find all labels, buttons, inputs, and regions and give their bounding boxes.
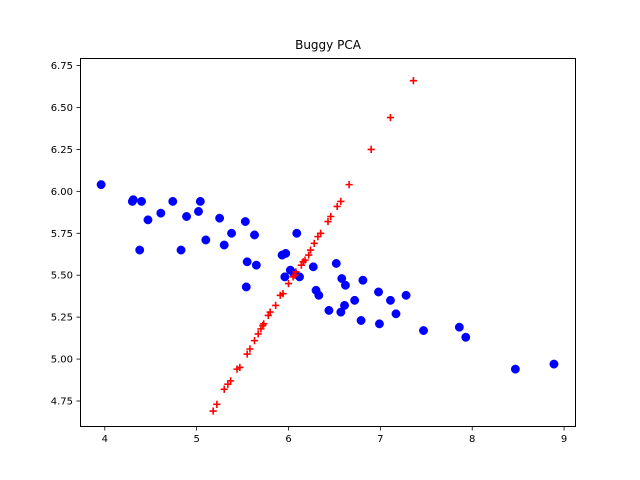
x-tick-label: 9 xyxy=(561,434,567,445)
data-point xyxy=(324,305,334,315)
projected-point xyxy=(317,229,325,237)
projected-point xyxy=(337,197,345,206)
data-point xyxy=(331,259,341,268)
data-point xyxy=(143,215,153,225)
data-point xyxy=(401,290,411,300)
projected-point xyxy=(260,320,268,328)
projected-point xyxy=(266,308,274,316)
data-point xyxy=(137,196,146,206)
projected-point xyxy=(279,290,287,298)
projected-point xyxy=(367,145,375,154)
y-axis: 4.75 5.00 5.25 5.50 5.75 6.00 6.25 6.50 6.75 xyxy=(51,61,80,408)
projected-point xyxy=(324,217,332,226)
x-tick-label: 5 xyxy=(193,434,199,445)
data-point xyxy=(96,180,106,190)
data-point xyxy=(242,257,252,267)
projected-point xyxy=(220,385,228,393)
projected-point xyxy=(246,345,254,353)
projected-point xyxy=(243,350,251,358)
data-point xyxy=(340,300,349,310)
projected-point xyxy=(254,330,262,338)
data-point xyxy=(250,230,259,240)
x-tick-label: 6 xyxy=(285,434,291,445)
projected-point xyxy=(301,256,309,264)
data-point xyxy=(356,316,366,325)
y-tick-label: 5.75 xyxy=(51,229,73,240)
x-tick-label: 7 xyxy=(377,434,383,445)
data-point xyxy=(314,290,324,300)
projected-point xyxy=(310,239,318,247)
data-point xyxy=(128,195,138,205)
projected-point xyxy=(327,212,335,221)
data-point xyxy=(374,319,384,329)
x-tick-label: 4 xyxy=(102,434,108,445)
data-point xyxy=(251,260,261,270)
projected-point xyxy=(236,363,244,372)
y-tick-label: 6.00 xyxy=(51,187,73,198)
y-tick-label: 6.75 xyxy=(51,61,73,72)
projected-point xyxy=(333,202,341,211)
projected-point xyxy=(213,400,221,408)
projected-point xyxy=(227,377,235,385)
data-point xyxy=(240,217,250,226)
data-point xyxy=(461,332,471,342)
data-point xyxy=(292,228,302,238)
x-axis: 4 5 6 7 8 9 xyxy=(102,427,567,445)
data-point xyxy=(510,364,520,374)
y-tick-label: 5.50 xyxy=(51,271,73,282)
data-point xyxy=(135,245,145,255)
projected-point xyxy=(409,77,418,85)
projected-point xyxy=(250,337,259,345)
data-point xyxy=(308,262,318,272)
plot-frame xyxy=(80,58,576,427)
projected-point xyxy=(386,113,395,122)
data-point xyxy=(549,359,559,369)
data-point xyxy=(391,309,401,319)
projected-point xyxy=(272,301,280,309)
projected-point xyxy=(306,246,315,254)
projected-point xyxy=(345,181,353,189)
data-point xyxy=(194,207,203,216)
y-tick-label: 5.00 xyxy=(51,355,73,366)
data-point xyxy=(168,196,178,206)
data-point xyxy=(182,212,191,221)
data-point xyxy=(215,213,225,223)
data-point xyxy=(341,280,350,290)
projected-point xyxy=(209,407,217,415)
data-point xyxy=(374,287,383,297)
projected-point xyxy=(305,251,313,259)
data-point xyxy=(241,282,251,292)
data-point xyxy=(280,272,290,282)
chart-title: Buggy PCA xyxy=(295,38,362,52)
data-point xyxy=(358,275,368,285)
data-point xyxy=(386,295,395,305)
data-point xyxy=(195,196,205,206)
y-tick-label: 4.75 xyxy=(51,397,73,408)
x-tick-label: 8 xyxy=(469,434,475,445)
projected-point xyxy=(291,271,299,279)
data-point xyxy=(176,245,186,255)
projected-point xyxy=(292,268,300,276)
data-point xyxy=(350,295,360,305)
data-point xyxy=(219,240,229,250)
data-point xyxy=(227,228,237,238)
y-tick-label: 5.25 xyxy=(51,313,73,324)
projected-point xyxy=(284,279,293,288)
data-point xyxy=(156,208,166,218)
y-tick-label: 6.25 xyxy=(51,145,73,156)
data-marks xyxy=(96,77,559,415)
data-point xyxy=(454,322,464,332)
y-tick-label: 6.50 xyxy=(51,103,73,114)
plot-area xyxy=(80,58,576,427)
data-point xyxy=(281,248,291,258)
data-point xyxy=(419,326,428,336)
data-point xyxy=(201,235,211,245)
